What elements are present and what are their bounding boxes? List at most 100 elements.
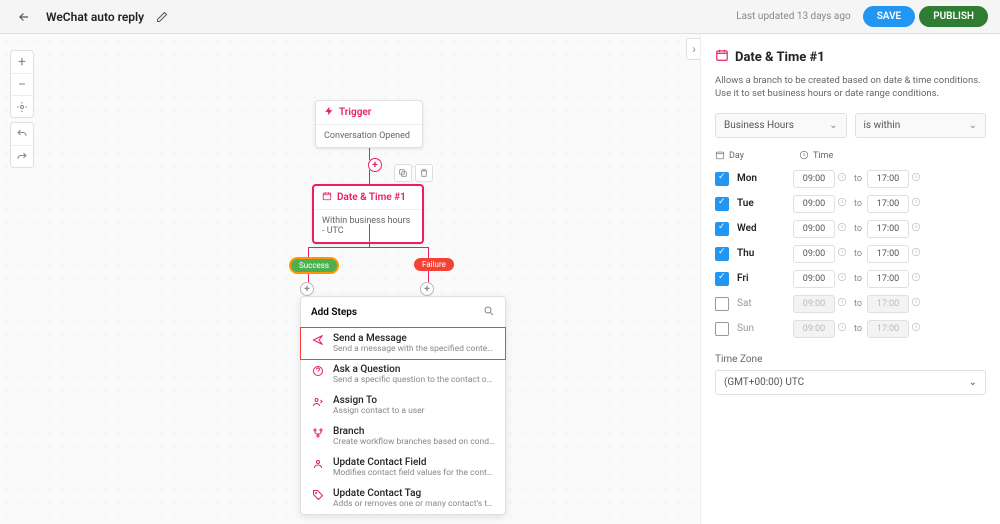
to-time-input[interactable]: 17:00 — [867, 170, 909, 188]
step-option-branch[interactable]: BranchCreate workflow branches based on … — [301, 421, 505, 452]
step-option-assign-to[interactable]: Assign ToAssign contact to a user — [301, 390, 505, 421]
day-checkbox[interactable] — [715, 247, 729, 261]
publish-button[interactable]: PUBLISH — [919, 6, 988, 27]
day-checkbox[interactable] — [715, 222, 729, 236]
save-button[interactable]: SAVE — [863, 6, 916, 27]
to-time-input[interactable]: 17:00 — [867, 270, 909, 288]
from-time-input[interactable]: 09:00 — [793, 220, 835, 238]
redo-button[interactable] — [11, 145, 33, 167]
day-checkbox[interactable] — [715, 197, 729, 211]
from-time-input[interactable]: 09:00 — [793, 195, 835, 213]
clock-icon — [909, 247, 923, 260]
copy-node-button[interactable] — [394, 164, 412, 182]
clock-icon — [835, 197, 849, 210]
calendar-icon — [715, 48, 729, 66]
step-title: Ask a Question — [333, 364, 495, 375]
add-step-failure[interactable]: + — [420, 282, 434, 296]
from-time-input[interactable]: 09:00 — [793, 170, 835, 188]
clock-icon — [835, 247, 849, 260]
node-actions — [394, 164, 433, 182]
clock-icon — [909, 197, 923, 210]
to-label: to — [854, 199, 862, 209]
question-icon — [311, 365, 325, 377]
timezone-select[interactable]: (GMT+00:00) UTC ⌄ — [715, 370, 986, 395]
failure-branch-badge[interactable]: Failure — [414, 258, 454, 271]
day-label: Thu — [737, 248, 793, 259]
to-time-input: 17:00 — [867, 295, 909, 313]
add-step-success[interactable]: + — [300, 282, 314, 296]
step-option-update-contact-tag[interactable]: Update Contact TagAdds or removes one or… — [301, 483, 505, 514]
edit-title-button[interactable] — [156, 11, 168, 23]
to-label: to — [854, 324, 862, 334]
to-time-input[interactable]: 17:00 — [867, 245, 909, 263]
select-value: Business Hours — [724, 120, 794, 131]
workflow-title: WeChat auto reply — [46, 10, 144, 24]
step-desc: Send a message with the specified conten… — [333, 344, 495, 354]
day-row-wed: Wed09:00to17:00 — [715, 220, 986, 238]
step-text: Send a MessageSend a message with the sp… — [333, 333, 495, 354]
day-column-label: Day — [729, 151, 744, 161]
last-updated-label: Last updated 13 days ago — [736, 11, 851, 22]
to-label: to — [854, 174, 862, 184]
success-branch-badge[interactable]: Success — [290, 258, 338, 273]
day-checkbox[interactable] — [715, 272, 729, 286]
search-icon[interactable] — [483, 305, 495, 320]
zoom-in-button[interactable]: + — [11, 51, 33, 73]
add-step-connector[interactable]: + — [368, 158, 382, 172]
step-desc: Modifies contact field values for the co… — [333, 468, 495, 478]
day-row-thu: Thu09:00 to 17:00 — [715, 245, 986, 263]
connector-line — [369, 170, 370, 184]
node-title: Trigger — [339, 107, 371, 118]
day-checkbox[interactable] — [715, 172, 729, 186]
step-title: Update Contact Field — [333, 457, 495, 468]
step-text: Update Contact FieldModifies contact fie… — [333, 457, 495, 478]
day-label: Mon — [737, 173, 793, 184]
business-hours-select[interactable]: Business Hours ⌄ — [715, 113, 847, 138]
day-checkbox[interactable] — [715, 297, 729, 311]
clock-icon — [799, 150, 809, 163]
select-value: is within — [864, 120, 901, 131]
back-button[interactable] — [12, 5, 36, 29]
time-column-label: Time — [813, 151, 833, 161]
clock-icon — [909, 172, 923, 185]
delete-node-button[interactable] — [415, 164, 433, 182]
panel-title-row: Date & Time #1 — [715, 48, 986, 66]
chevron-down-icon: ⌄ — [829, 120, 837, 131]
datetime-node[interactable]: Date & Time #1 Within business hours - U… — [312, 184, 424, 244]
day-label: Tue — [737, 198, 793, 209]
step-option-send-a-message[interactable]: Send a MessageSend a message with the sp… — [300, 327, 506, 360]
calendar-icon — [715, 150, 725, 163]
node-header: Date & Time #1 — [314, 186, 422, 210]
add-steps-title: Add Steps — [311, 307, 357, 318]
app-header: WeChat auto reply Last updated 13 days a… — [0, 0, 1000, 34]
clock-icon — [835, 172, 849, 185]
from-time-input[interactable]: 09:00 — [793, 270, 835, 288]
day-checkbox[interactable] — [715, 322, 729, 336]
clock-icon — [835, 272, 849, 285]
trigger-icon — [324, 106, 334, 119]
from-time-input[interactable]: 09:00 — [793, 245, 835, 263]
step-option-ask-a-question[interactable]: Ask a QuestionSend a specific question t… — [301, 359, 505, 390]
to-label: to — [854, 299, 862, 309]
trigger-node[interactable]: Trigger Conversation Opened — [315, 100, 423, 148]
step-title: Send a Message — [333, 333, 495, 344]
clock-icon — [835, 222, 849, 235]
to-label: to — [854, 224, 862, 234]
timezone-value: (GMT+00:00) UTC — [724, 377, 804, 388]
tag-icon — [311, 489, 325, 501]
properties-panel: Date & Time #1 Allows a branch to be cre… — [700, 34, 1000, 524]
fit-view-button[interactable] — [11, 95, 33, 117]
condition-select[interactable]: is within ⌄ — [855, 113, 987, 138]
to-time-input[interactable]: 17:00 — [867, 220, 909, 238]
node-title: Date & Time #1 — [337, 192, 406, 203]
node-header: Trigger — [316, 101, 422, 125]
to-label: to — [854, 249, 862, 259]
to-time-input[interactable]: 17:00 — [867, 195, 909, 213]
zoom-out-button[interactable]: − — [11, 73, 33, 95]
undo-button[interactable] — [11, 123, 33, 145]
clock-icon — [909, 272, 923, 285]
day-row-tue: Tue09:00 to 17:00 — [715, 195, 986, 213]
step-desc: Send a specific question to the contact … — [333, 375, 495, 385]
workflow-canvas[interactable]: + Trigger Conversation Opened Date & Tim… — [0, 34, 700, 524]
step-option-update-contact-field[interactable]: Update Contact FieldModifies contact fie… — [301, 452, 505, 483]
